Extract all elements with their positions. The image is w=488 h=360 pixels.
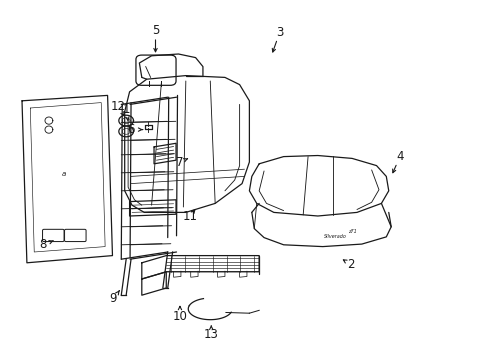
Text: 9: 9: [109, 292, 117, 305]
FancyBboxPatch shape: [64, 229, 86, 242]
FancyBboxPatch shape: [42, 229, 64, 242]
Text: 13: 13: [203, 328, 218, 341]
Text: a: a: [61, 171, 65, 177]
Text: 7: 7: [176, 156, 183, 168]
Text: 3: 3: [275, 26, 283, 39]
Text: 8: 8: [39, 238, 47, 251]
FancyBboxPatch shape: [136, 55, 176, 85]
Text: 1: 1: [122, 103, 130, 116]
Text: Silverado: Silverado: [323, 234, 346, 239]
Text: z71: z71: [347, 229, 356, 234]
Text: 5: 5: [151, 24, 159, 37]
Text: 2: 2: [346, 258, 354, 271]
Text: 10: 10: [172, 310, 187, 323]
Text: 12: 12: [111, 100, 125, 113]
Text: 6: 6: [127, 123, 135, 136]
Text: 4: 4: [395, 150, 403, 163]
Text: 11: 11: [182, 210, 197, 222]
